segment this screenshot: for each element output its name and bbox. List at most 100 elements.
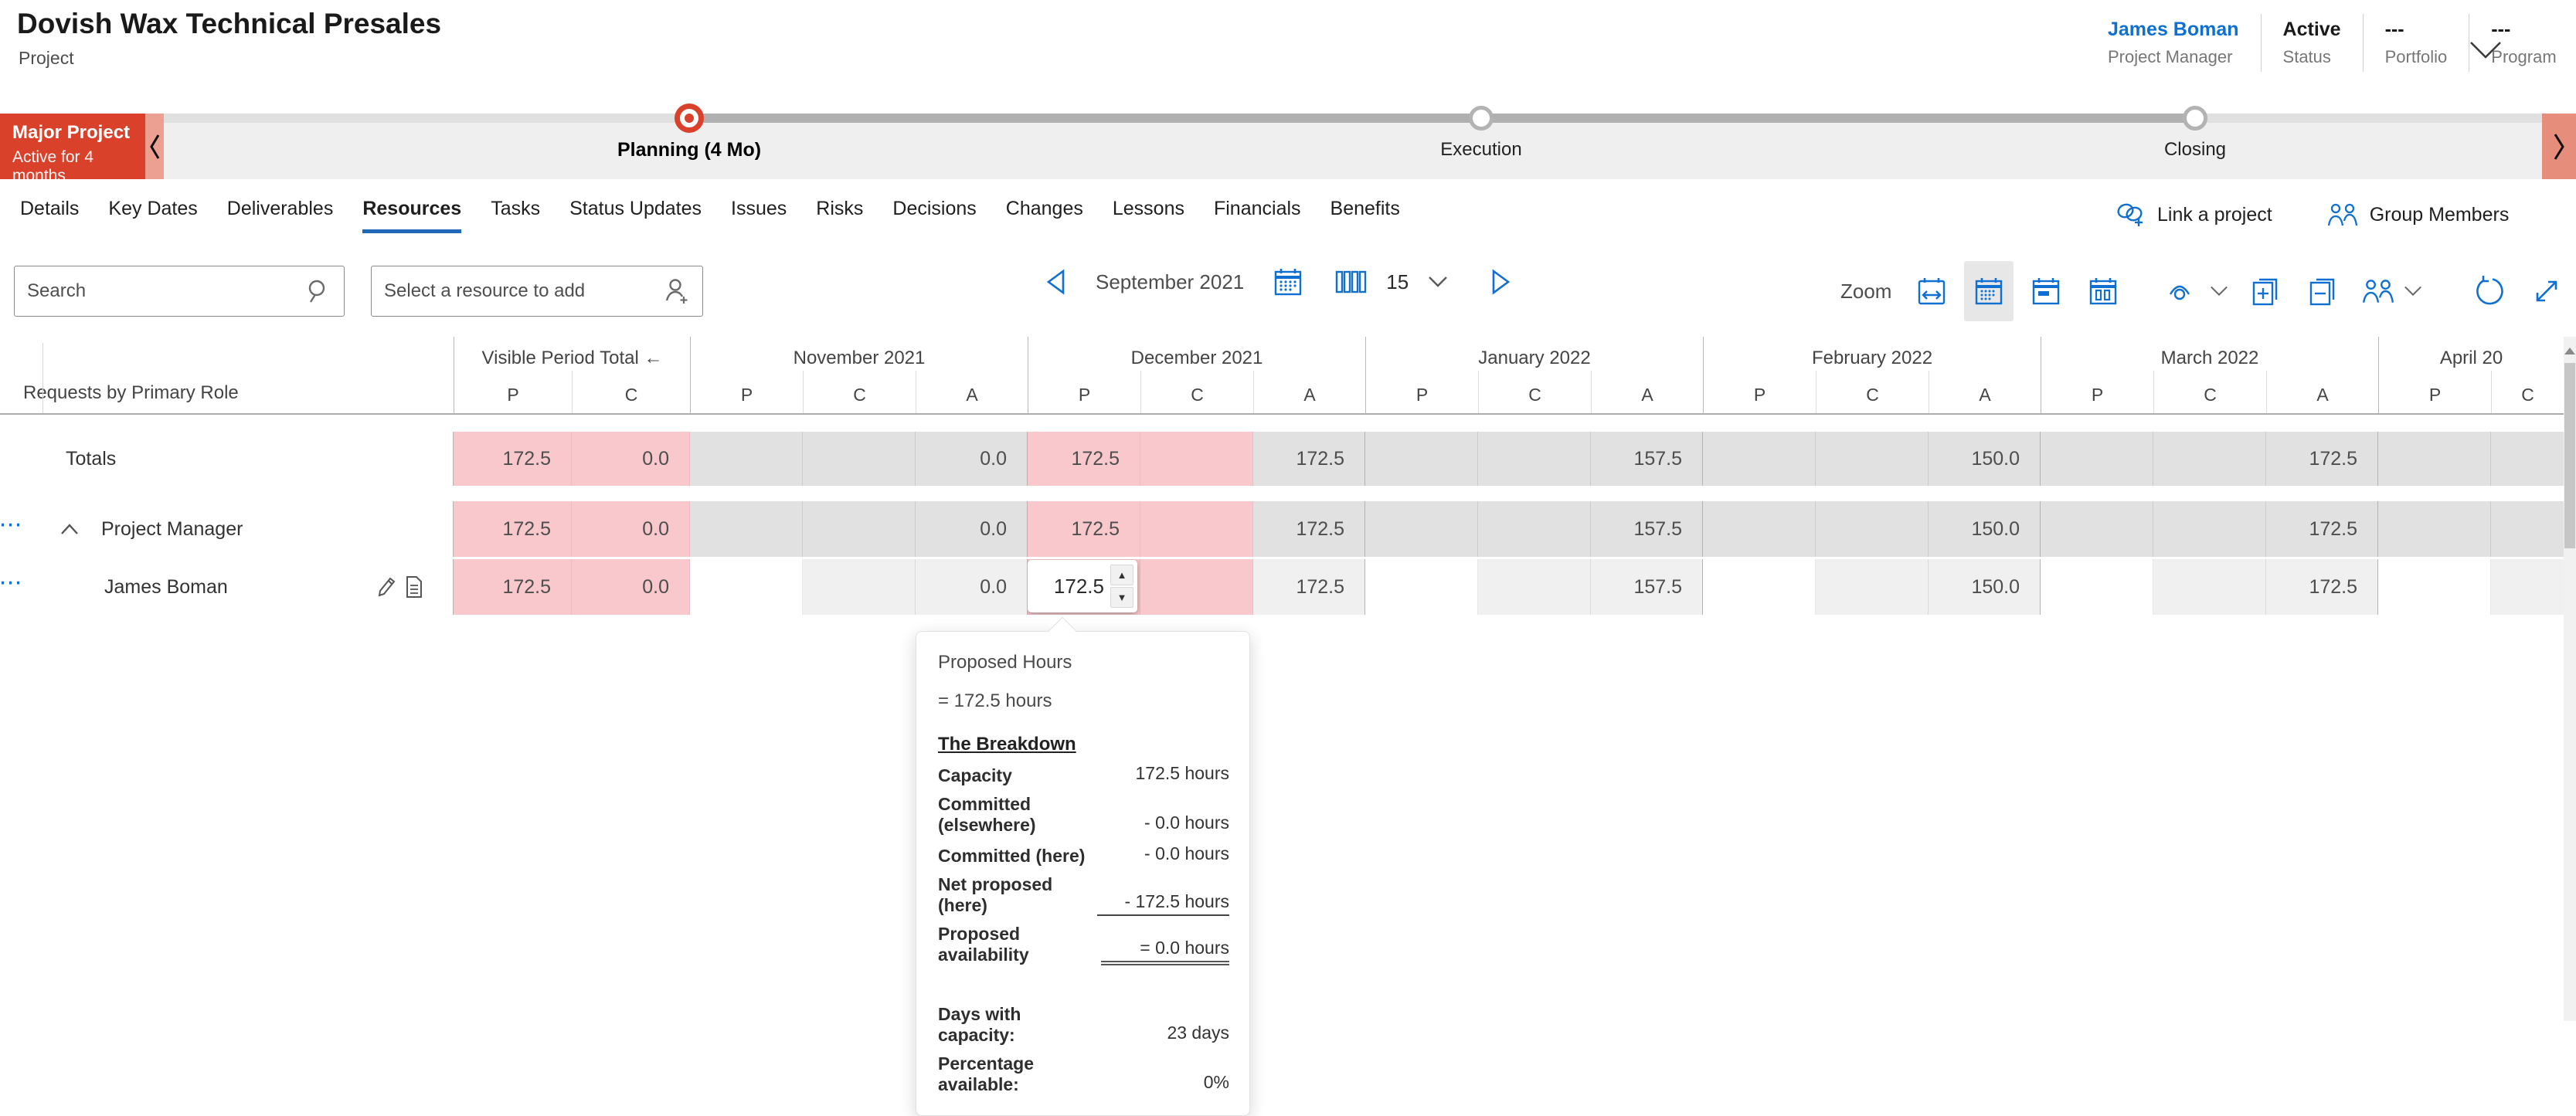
value-cell xyxy=(2153,432,2266,486)
tab-risks[interactable]: Risks xyxy=(816,198,863,233)
tab-lessons[interactable]: Lessons xyxy=(1113,198,1184,233)
period-span-dropdown[interactable] xyxy=(1427,275,1449,289)
tab-deliverables[interactable]: Deliverables xyxy=(227,198,334,233)
value-cell: 0.0 xyxy=(572,432,690,486)
value-cell: 172.5 xyxy=(2266,559,2378,615)
value-cell xyxy=(1816,501,1929,557)
zoom-month-button[interactable] xyxy=(1964,261,2014,321)
tooltip-footer-label: Days with capacity: xyxy=(938,1004,1096,1046)
period-calendar-button[interactable] xyxy=(1273,267,1303,297)
resource-grid: Requests by Primary RoleVisible Period T… xyxy=(0,337,2564,615)
expand-all-icon xyxy=(2250,275,2281,307)
grid-header: Requests by Primary RoleVisible Period T… xyxy=(0,337,2564,415)
column-subheader: P xyxy=(1028,371,1140,413)
stage-scroll-right[interactable] xyxy=(2542,114,2576,179)
value-cell: 150.0 xyxy=(1929,559,2041,615)
note-icon[interactable] xyxy=(405,575,423,599)
group-members-button[interactable]: Group Members xyxy=(2326,201,2510,229)
tooltip-row-label: Committed (elsewhere) xyxy=(938,794,1107,836)
tab-decisions[interactable]: Decisions xyxy=(892,198,976,233)
editable-cell[interactable] xyxy=(690,559,803,615)
value-cell xyxy=(1478,501,1591,557)
proposed-hours-tooltip: Proposed Hours = 172.5 hours The Breakdo… xyxy=(916,631,1250,1116)
expand-all-button[interactable] xyxy=(2241,261,2290,321)
resource-toolbar: September 2021 15 xyxy=(0,256,2576,334)
value-cell: 172.5 xyxy=(454,501,572,557)
pencil-icon[interactable] xyxy=(376,575,397,599)
tab-issues[interactable]: Issues xyxy=(731,198,787,233)
row-handle: ⋯ xyxy=(0,559,42,615)
editable-cell[interactable] xyxy=(2378,559,2491,615)
period-span-button[interactable] xyxy=(1335,269,1368,295)
grouping-button[interactable] xyxy=(2355,261,2429,321)
tooltip-row: Net proposed (here)- 172.5 hours xyxy=(938,874,1229,916)
tab-financials[interactable]: Financials xyxy=(1214,198,1301,233)
zoom-quarter-button[interactable] xyxy=(2021,261,2071,321)
value-cell xyxy=(2041,501,2153,557)
tooltip-total: = 172.5 hours xyxy=(938,690,1229,712)
row-menu-icon[interactable]: ⋯ xyxy=(0,572,24,602)
period-navigation: September 2021 15 xyxy=(1045,267,1512,297)
tab-status-updates[interactable]: Status Updates xyxy=(569,198,702,233)
next-period-button[interactable] xyxy=(1490,269,1512,295)
search-input[interactable] xyxy=(27,280,305,302)
hours-spinner-input[interactable]: 172.5▲▼ xyxy=(1028,560,1137,612)
tab-resources[interactable]: Resources xyxy=(362,198,461,233)
zoom-year-icon xyxy=(2088,276,2119,307)
tab-list: Details Key Dates Deliverables Resources Tas… xyxy=(20,198,1400,233)
stage-marker-current[interactable] xyxy=(675,103,704,133)
add-resource-input[interactable] xyxy=(384,280,662,302)
vertical-scrollbar[interactable] xyxy=(2564,337,2576,1021)
refresh-button[interactable] xyxy=(2465,261,2514,321)
spinner-down-icon[interactable]: ▼ xyxy=(1110,587,1133,608)
tab-details[interactable]: Details xyxy=(20,198,79,233)
row-name-cell: Totals xyxy=(42,432,454,486)
view-options-button[interactable] xyxy=(2163,261,2233,321)
meta-value[interactable]: James Boman xyxy=(2108,19,2239,41)
link-a-project-button[interactable]: Link a project xyxy=(2116,201,2272,229)
chevron-down-icon[interactable] xyxy=(2466,34,2505,65)
value-cell: 172.5 xyxy=(1253,559,1365,615)
prev-period-icon xyxy=(1045,269,1066,295)
collapse-all-button[interactable] xyxy=(2298,261,2347,321)
value-cell xyxy=(690,432,803,486)
tab-tasks[interactable]: Tasks xyxy=(491,198,540,233)
meta-label: Status xyxy=(2283,47,2341,67)
editable-cell[interactable]: 172.5▲▼ xyxy=(1028,559,1140,615)
tab-benefits[interactable]: Benefits xyxy=(1330,198,1400,233)
stage-track-segment xyxy=(164,114,675,123)
editable-cell[interactable] xyxy=(1365,559,1478,615)
tab-changes[interactable]: Changes xyxy=(1006,198,1083,233)
column-subheader: A xyxy=(1929,371,2041,413)
stage-marker[interactable] xyxy=(1469,106,1494,131)
hours-spinner-value[interactable]: 172.5 xyxy=(1028,560,1109,612)
editable-cell[interactable] xyxy=(2041,559,2153,615)
value-cell xyxy=(1140,432,1253,486)
editable-cell[interactable] xyxy=(1703,559,1816,615)
scroll-up-icon[interactable] xyxy=(2564,343,2576,358)
zoom-day-button[interactable] xyxy=(1907,261,1956,321)
zoom-label: Zoom xyxy=(1840,280,1891,304)
collapse-row-icon[interactable] xyxy=(59,522,80,536)
scrollbar-thumb[interactable] xyxy=(2564,363,2575,548)
row-menu-icon[interactable]: ⋯ xyxy=(0,514,24,544)
chevron-right-icon xyxy=(2552,131,2566,162)
stage-track: Planning (4 Mo) Execution Closing xyxy=(164,114,2542,179)
value-cell: 150.0 xyxy=(1929,501,2041,557)
value-cell: 150.0 xyxy=(1929,432,2041,486)
meta-label: Portfolio xyxy=(2385,47,2448,67)
tooltip-footer-value: 0% xyxy=(1103,1072,1229,1095)
row-gap xyxy=(0,415,2564,432)
tab-key-dates[interactable]: Key Dates xyxy=(108,198,197,233)
fullscreen-button[interactable] xyxy=(2522,261,2571,321)
stage-scroll-left[interactable] xyxy=(145,114,164,179)
stage-marker[interactable] xyxy=(2183,106,2207,131)
value-cell xyxy=(2041,432,2153,486)
zoom-quarter-icon xyxy=(2031,276,2061,307)
tooltip-row-value: - 0.0 hours xyxy=(1089,843,1229,867)
value-cell xyxy=(690,501,803,557)
previous-period-button[interactable] xyxy=(1045,269,1066,295)
grouping-icon xyxy=(2361,276,2395,306)
spinner-up-icon[interactable]: ▲ xyxy=(1110,565,1133,585)
zoom-year-button[interactable] xyxy=(2078,261,2128,321)
